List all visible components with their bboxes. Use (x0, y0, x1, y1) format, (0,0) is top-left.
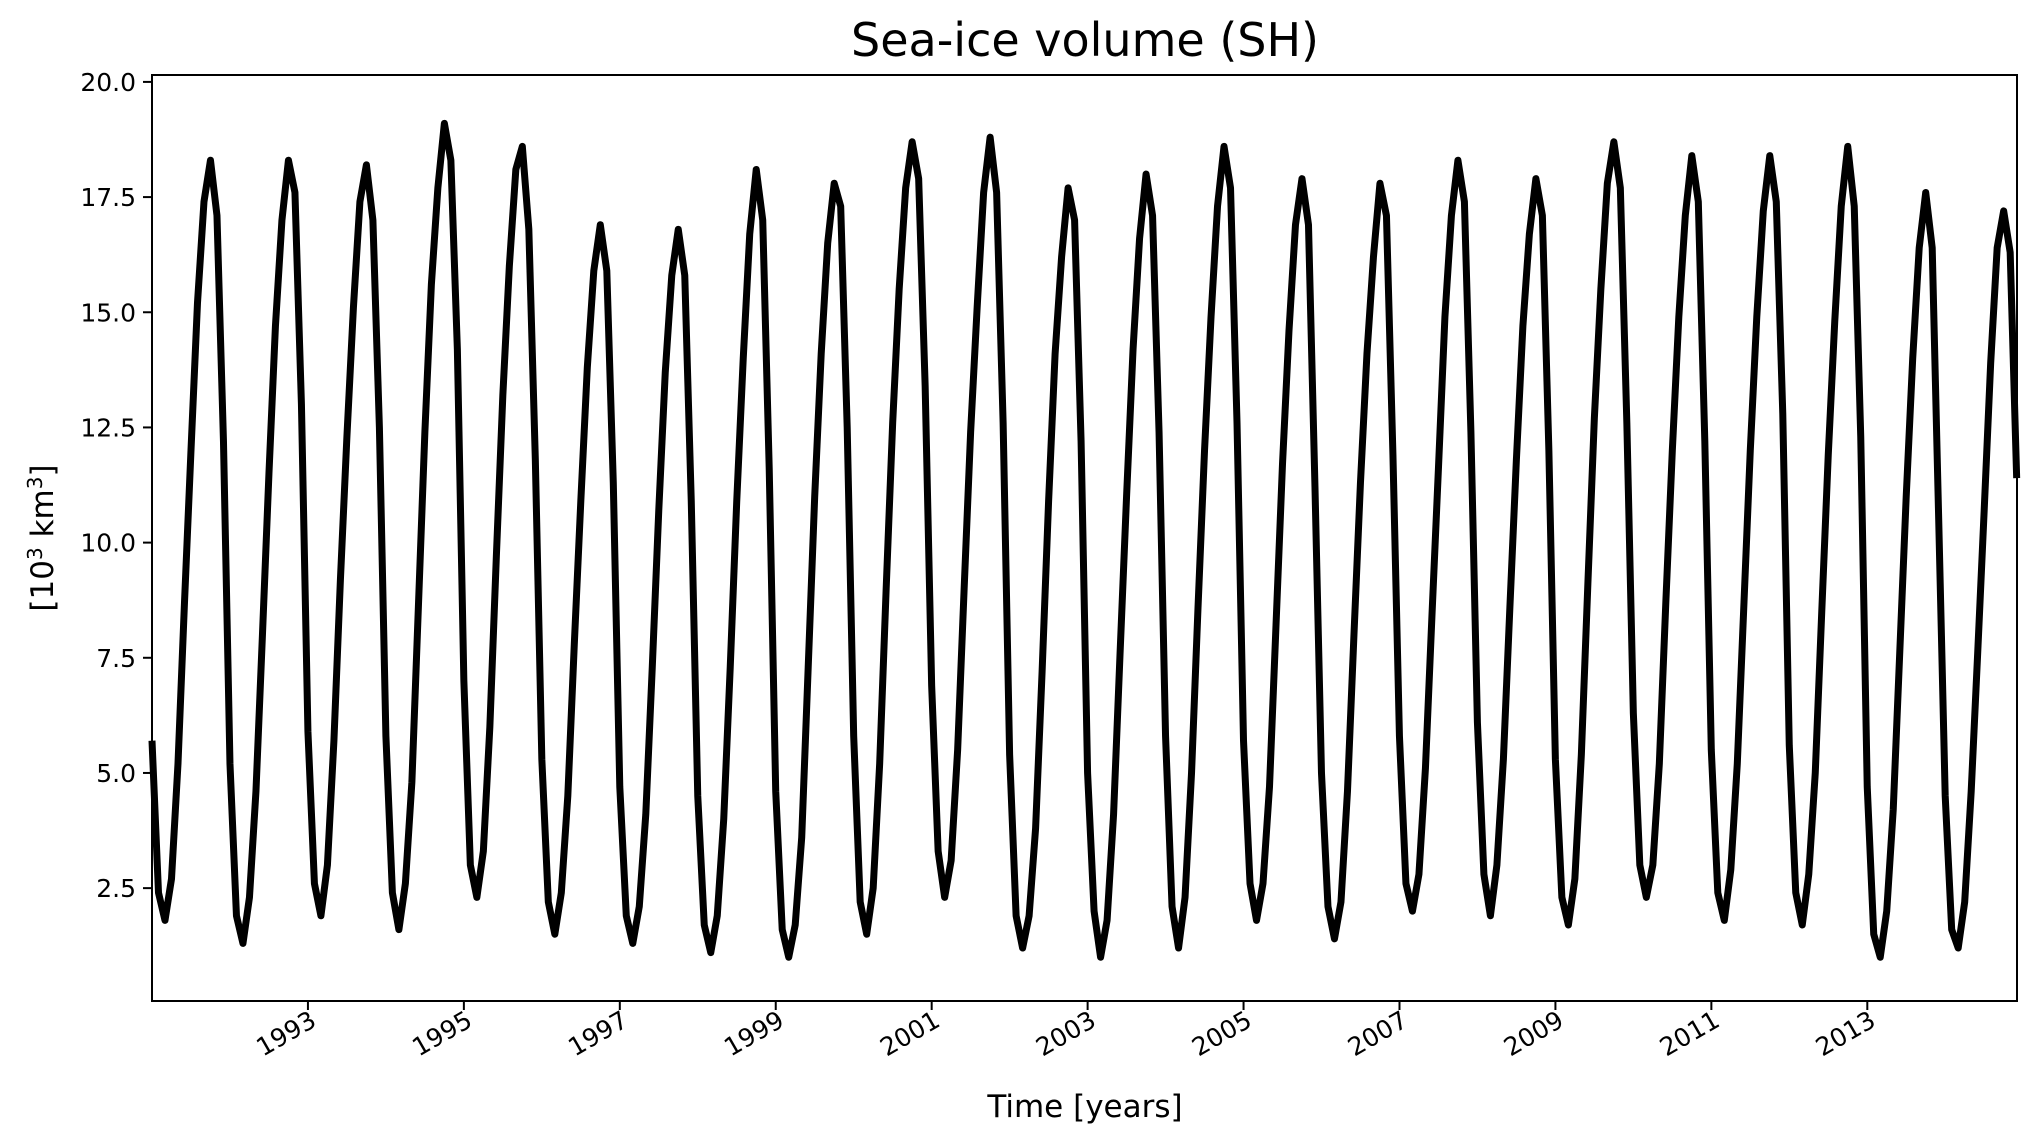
y-tick-label: 5.0 (96, 759, 136, 788)
y-axis-label: [103 km3] (23, 464, 61, 611)
y-axis-ticks: 2.5 5.0 7.5 10.0 12.5 15.0 17.5 20.0 (80, 68, 152, 903)
series-line (148, 119, 2021, 961)
y-tick-label: 17.5 (80, 183, 136, 212)
y-tick-label: 2.5 (96, 874, 136, 903)
x-axis-label: Time [years] (986, 1089, 1182, 1125)
y-tick-label: 15.0 (80, 298, 136, 327)
plot-area-frame (151, 74, 2018, 1002)
y-tick-label: 10.0 (80, 529, 136, 558)
y-tick-label: 7.5 (96, 644, 136, 673)
y-tick-label: 12.5 (80, 413, 136, 442)
y-tick-label: 20.0 (80, 68, 136, 97)
chart-title: Sea-ice volume (SH) (851, 13, 1319, 67)
